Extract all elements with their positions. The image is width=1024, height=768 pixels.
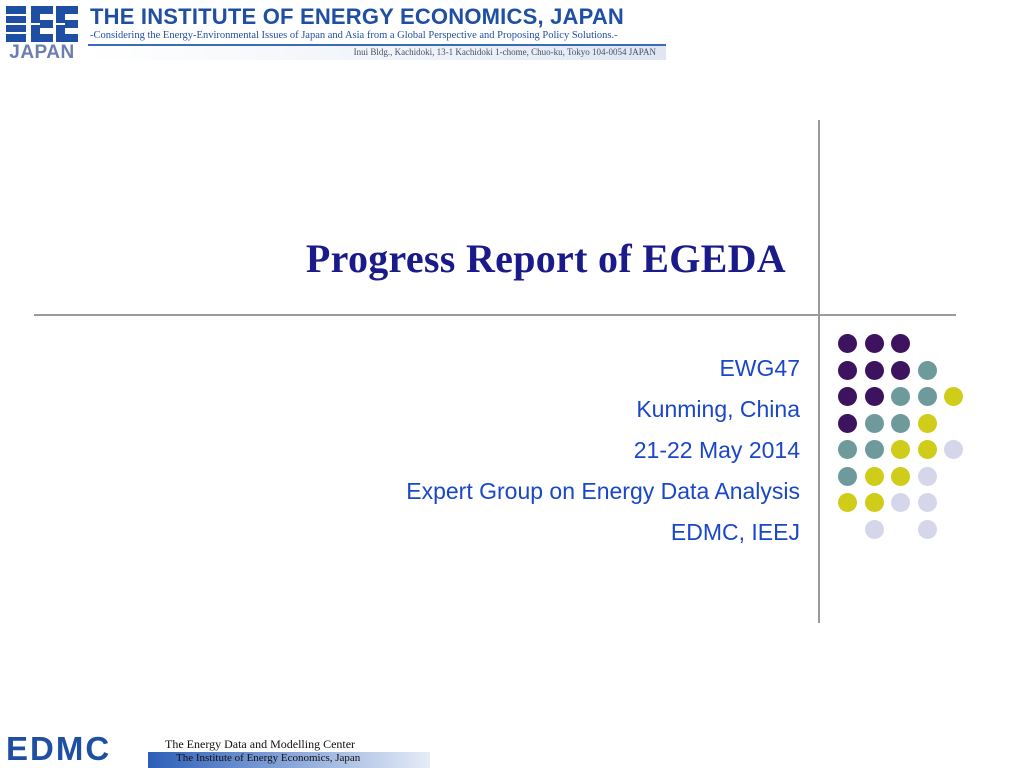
slide-title: Progress Report of EGEDA [305, 236, 786, 281]
decorative-dot [917, 493, 937, 512]
iee-logo: JAPAN [6, 6, 78, 62]
iee-logo-letter-e2 [56, 6, 78, 42]
decorative-dot [891, 334, 910, 353]
decorative-dot [944, 440, 963, 459]
decorative-dot [891, 387, 910, 406]
decorative-dot [864, 360, 884, 380]
decorative-dot [864, 387, 884, 406]
header-divider [88, 44, 666, 46]
decorative-dot [864, 413, 884, 433]
slide-subtitle: EWG47 Kunming, China 21-22 May 2014 Expe… [406, 348, 800, 553]
decorative-dot [917, 413, 937, 433]
iee-logo-japan: JAPAN [9, 42, 75, 63]
institute-title: THE INSTITUTE OF ENERGY ECONOMICS, JAPAN [90, 4, 625, 29]
decorative-dot [917, 466, 937, 486]
iee-logo-mark [6, 6, 78, 42]
decorative-dot [917, 387, 937, 406]
decorative-dot [838, 360, 857, 380]
group-name: Expert Group on Energy Data Analysis [406, 478, 800, 504]
decorative-dot [891, 413, 910, 433]
decorative-dot [864, 440, 884, 459]
decorative-dot [838, 387, 857, 406]
header-address-band [88, 46, 666, 60]
decorative-dot [838, 466, 857, 486]
decorative-dot [838, 413, 857, 433]
iee-logo-letter-e1 [31, 6, 53, 42]
decorative-dot-grid [838, 334, 968, 544]
decorative-dot [838, 334, 857, 353]
institute-tagline: -Considering the Energy-Environmental Is… [90, 30, 618, 41]
header-banner: JAPAN THE INSTITUTE OF ENERGY ECONOMICS,… [0, 0, 680, 66]
iee-logo-letter-i [6, 6, 28, 42]
decorative-dot [864, 334, 884, 353]
meeting-name: EWG47 [719, 355, 800, 381]
horizontal-divider [34, 314, 956, 316]
decorative-dot [864, 466, 884, 486]
edmc-logo: EDMC [6, 730, 112, 767]
vertical-divider [818, 120, 820, 623]
footer-band [148, 752, 430, 768]
meeting-location: Kunming, China [636, 396, 800, 422]
edmc-name: The Energy Data and Modelling Center [165, 737, 356, 751]
decorative-dot [838, 440, 857, 459]
decorative-dot [891, 466, 910, 486]
edmc-parent-org: The Institute of Energy Economics, Japan [176, 752, 361, 764]
decorative-dot [864, 519, 884, 539]
decorative-dot [891, 440, 910, 459]
meeting-date: 21-22 May 2014 [633, 437, 800, 463]
institute-address: Inui Bldg., Kachidoki, 13-1 Kachidoki 1-… [353, 47, 656, 57]
decorative-dot [917, 360, 937, 380]
decorative-dot [891, 360, 910, 380]
decorative-dot [917, 440, 937, 459]
decorative-dot [891, 493, 910, 512]
decorative-dot [838, 493, 857, 512]
decorative-dot [917, 519, 937, 539]
decorative-dot [944, 387, 963, 406]
presenter-org: EDMC, IEEJ [670, 519, 800, 545]
decorative-dot [864, 493, 884, 512]
